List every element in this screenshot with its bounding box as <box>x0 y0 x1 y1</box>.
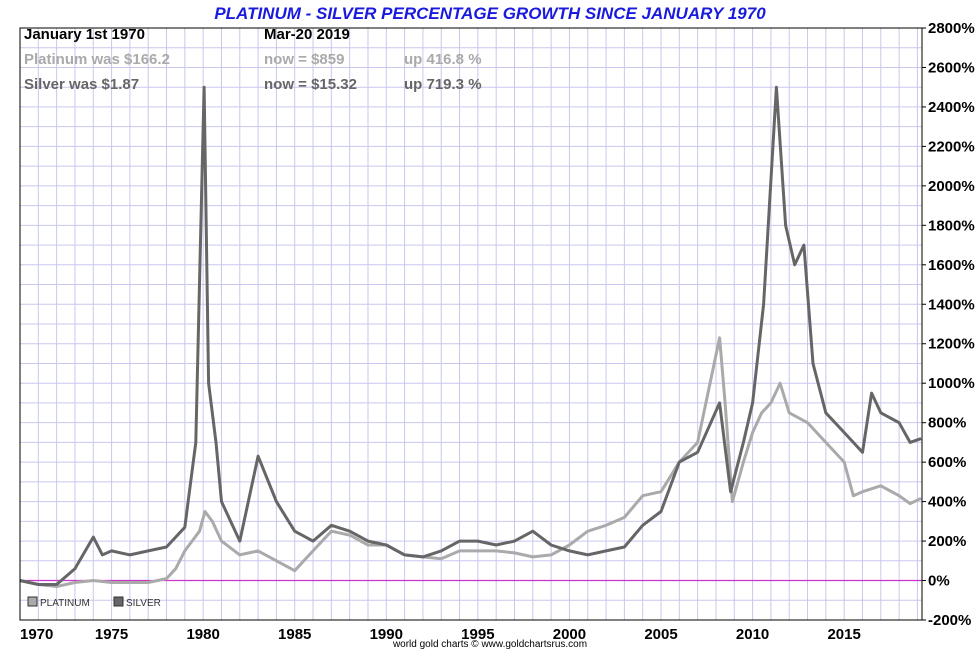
legend-label-platinum: PLATINUM <box>40 598 90 609</box>
start-date-label: January 1st 1970 <box>24 26 145 43</box>
y-tick-label: 2400% <box>928 99 975 116</box>
x-tick-label: 2010 <box>736 626 769 643</box>
y-tick-label: 1800% <box>928 217 975 234</box>
y-tick-label: 2000% <box>928 178 975 195</box>
y-tick-label: 2200% <box>928 138 975 155</box>
grid <box>19 27 922 621</box>
y-tick-label: 200% <box>928 533 966 550</box>
platinum-now-label: now = $859 <box>264 51 344 68</box>
y-tick-label: 2800% <box>928 20 975 37</box>
silver-up-label: up 719.3 % <box>404 76 482 93</box>
x-tick-label: 1970 <box>20 626 53 643</box>
y-tick-label: -200% <box>928 612 971 629</box>
x-tick-label: 1975 <box>95 626 128 643</box>
y-tick-label: 1400% <box>928 296 975 313</box>
y-tick-label: 800% <box>928 415 966 432</box>
silver-was-label: Silver was $1.87 <box>24 76 139 93</box>
y-tick-label: 600% <box>928 454 966 471</box>
legend-swatch-silver <box>113 596 124 607</box>
y-tick-label: 1600% <box>928 257 975 274</box>
silver-now-label: now = $15.32 <box>264 76 357 93</box>
plot-frame <box>19 27 923 621</box>
y-tick-label: 2600% <box>928 59 975 76</box>
x-tick-label: 1985 <box>278 626 311 643</box>
y-tick-label: 1200% <box>928 336 975 353</box>
x-tick-label: 2015 <box>827 626 860 643</box>
chart-title: PLATINUM - SILVER PERCENTAGE GROWTH SINC… <box>214 4 766 23</box>
x-tick-label: 1990 <box>370 626 403 643</box>
y-axis-ticks: -200% 0% 200% 400% 600% 800% 1000% 1200% 1400% 16… <box>922 20 975 629</box>
y-tick-label: 0% <box>928 573 950 590</box>
y-tick-label: 1000% <box>928 375 975 392</box>
end-date-label: Mar-20 2019 <box>264 26 350 43</box>
x-tick-label: 2005 <box>644 626 677 643</box>
legend-label-silver: SILVER <box>126 598 161 609</box>
x-tick-label: 2000 <box>553 626 586 643</box>
x-axis-ticks: 1970 1975 1980 1985 1990 1995 2000 2005 2010 2015 <box>20 626 861 643</box>
y-tick-label: 400% <box>928 494 966 511</box>
x-tick-label: 1980 <box>186 626 219 643</box>
credit-text: world gold charts © www.goldchartsrus.co… <box>392 639 587 650</box>
series-layer <box>19 85 922 588</box>
x-tick-label: 1995 <box>461 626 494 643</box>
legend: PLATINUM SILVER <box>27 596 161 609</box>
series-line-silver <box>19 85 922 586</box>
platinum-up-label: up 416.8 % <box>404 51 482 68</box>
platinum-was-label: Platinum was $166.2 <box>24 51 170 68</box>
legend-swatch-platinum <box>27 596 38 607</box>
series-line-platinum <box>19 336 922 588</box>
